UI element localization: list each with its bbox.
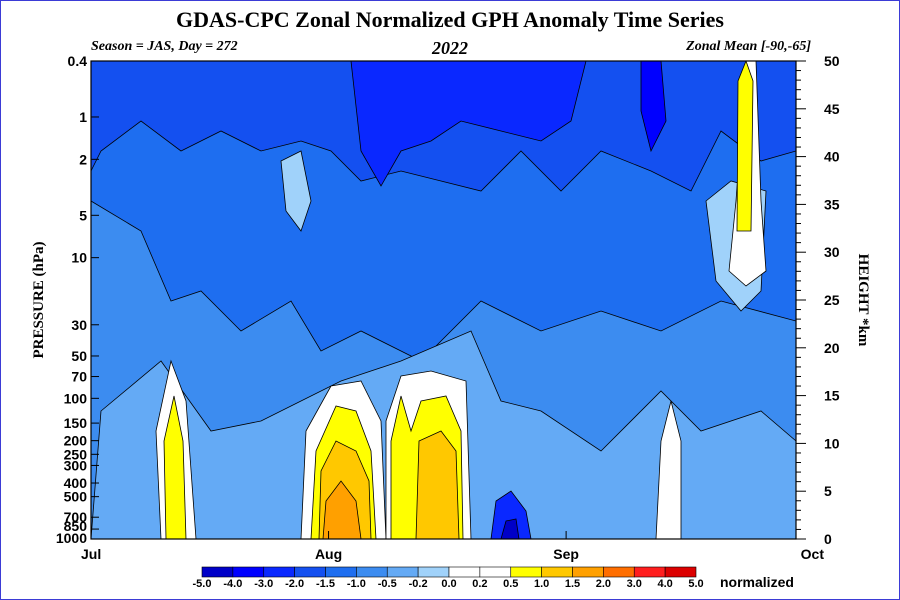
colorbar-swatch (664, 566, 697, 578)
contour-region (736, 61, 754, 232)
colorbar-label: 3.0 (627, 578, 642, 590)
pressure-tick-label: 0.4 (68, 53, 88, 69)
pressure-tick-label: 50 (71, 348, 87, 364)
pressure-tick-label: 300 (64, 457, 88, 473)
colorbar-label: 0.0 (441, 578, 456, 590)
colorbar-label: 0.2 (472, 578, 487, 590)
colorbar-label: -2.0 (285, 578, 304, 590)
pressure-tick-label: 150 (64, 415, 88, 431)
year-label: 2022 (432, 38, 468, 58)
height-tick-label: 30 (824, 244, 840, 260)
contour-region (640, 61, 667, 153)
colorbar-swatch (510, 566, 542, 578)
time-tick-label: Aug (315, 546, 342, 562)
colorbar-label: -1.0 (347, 578, 366, 590)
height-tick-label: 40 (824, 149, 840, 165)
pressure-tick-label: 30 (71, 317, 87, 333)
contour-region (500, 518, 520, 539)
colorbar-swatch (201, 566, 234, 578)
pressure-tick-label: 1 (79, 109, 87, 125)
colorbar-label: 0.5 (503, 578, 518, 590)
time-axis: Jul Aug Sep Oct (81, 531, 824, 562)
pressure-tick-label: 5 (79, 207, 87, 223)
colorbar-swatch (479, 566, 512, 578)
contour-region (655, 400, 682, 539)
contour-region (490, 490, 532, 539)
colorbar-label: 4.0 (657, 578, 672, 590)
time-tick-label: Oct (801, 546, 825, 562)
pressure-tick-label: 250 (64, 446, 88, 462)
time-tick-label: Jul (81, 546, 101, 562)
anomaly-fields (91, 61, 796, 539)
height-tick-label: 5 (824, 483, 832, 499)
colorbar-label: -0.2 (409, 578, 428, 590)
colorbar-swatch (603, 566, 635, 578)
colorbar-label: -0.5 (378, 578, 397, 590)
pressure-tick-label: 100 (64, 390, 88, 406)
pressure-tick-label: 400 (64, 475, 88, 491)
height-tick-label: 35 (824, 196, 840, 212)
colorbar-swatch (633, 566, 666, 578)
pressure-tick-label: 700 (64, 509, 88, 525)
colorbar-label: 5.0 (688, 578, 703, 590)
pressure-tick-label: 200 (64, 433, 88, 449)
zonal-mean-label: Zonal Mean [-90,-65] (686, 39, 811, 54)
colorbar-swatch (541, 566, 573, 578)
colorbar-label: -1.5 (316, 578, 335, 590)
colorbar-label: 1.5 (565, 578, 580, 590)
pressure-tick-label: 70 (71, 369, 87, 385)
colorbar-label: -5.0 (193, 578, 212, 590)
pressure-axis-title: PRESSURE (hPa) (31, 241, 47, 358)
colorbar-swatch (263, 566, 295, 578)
colorbar-swatch (448, 566, 481, 578)
height-tick-label: 20 (824, 340, 840, 356)
colorbar-label: -4.0 (223, 578, 242, 590)
height-tick-label: 10 (824, 435, 840, 451)
contour-region (350, 61, 587, 187)
time-tick-label: Sep (553, 546, 579, 562)
height-tick-label: 25 (824, 292, 840, 308)
pressure-tick-label: 1000 (56, 530, 87, 546)
pressure-tick-label: 500 (64, 489, 88, 505)
colorbar: -5.0 -4.0 -3.0 -2.0 -1.5 -1.0 -0.5 -0.2 0.0 0.2 0.… (193, 566, 794, 590)
contour-region (415, 430, 460, 539)
colorbar-label: -3.0 (254, 578, 273, 590)
colorbar-swatch (386, 566, 419, 578)
contour-region (322, 480, 362, 539)
colorbar-label: 1.0 (534, 578, 549, 590)
chart-title: GDAS-CPC Zonal Normalized GPH Anomaly Ti… (176, 7, 724, 32)
colorbar-unit: normalized (720, 574, 794, 590)
height-tick-label: 15 (824, 388, 840, 404)
colorbar-swatch (232, 566, 265, 578)
height-axis-title: HEIGHT *km (855, 254, 871, 347)
pressure-tick-label: 10 (71, 250, 87, 266)
colorbar-swatch (294, 566, 326, 578)
height-tick-label: 50 (824, 53, 840, 69)
height-tick-label: 45 (824, 101, 840, 117)
pressure-tick-label: 2 (79, 151, 87, 167)
colorbar-swatch (417, 566, 450, 578)
colorbar-label: 2.0 (596, 578, 611, 590)
height-tick-label: 0 (824, 531, 832, 547)
colorbar-swatch (572, 566, 604, 578)
contour-region (280, 150, 312, 232)
contour-region (163, 395, 187, 539)
season-day-label: Season = JAS, Day = 272 (91, 39, 238, 54)
pressure-tick-label: 850 (64, 518, 88, 534)
colorbar-swatch (356, 566, 388, 578)
colorbar-swatch (325, 566, 357, 578)
